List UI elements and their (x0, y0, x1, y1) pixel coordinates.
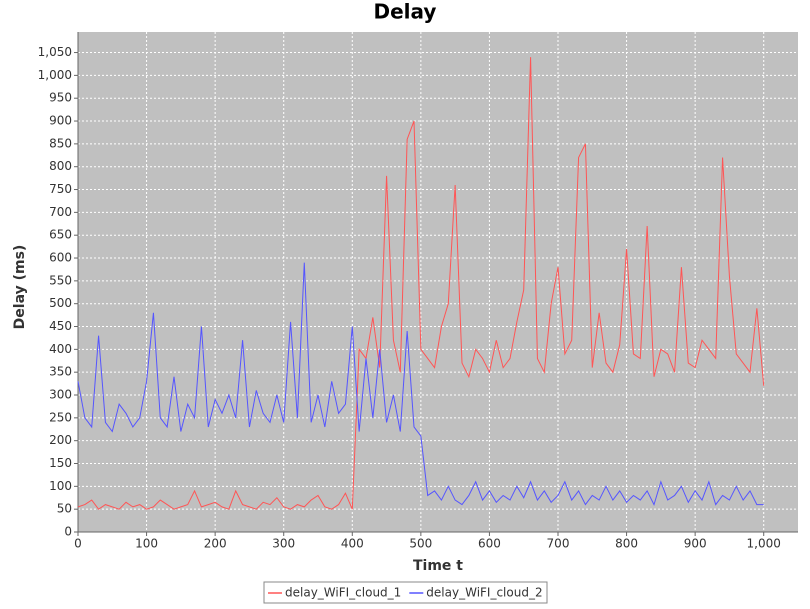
x-tick-label: 500 (409, 537, 432, 551)
y-tick-label: 900 (49, 114, 72, 128)
y-tick-label: 300 (49, 388, 72, 402)
y-tick-label: 950 (49, 91, 72, 105)
y-tick-label: 250 (49, 410, 72, 424)
y-tick-label: 500 (49, 296, 72, 310)
x-tick-label: 700 (547, 537, 570, 551)
y-axis-label: Delay (ms) (12, 245, 28, 330)
y-tick-label: 550 (49, 273, 72, 287)
y-tick-label: 200 (49, 433, 72, 447)
x-tick-label: 900 (684, 537, 707, 551)
y-tick-label: 750 (49, 182, 72, 196)
x-tick-label: 600 (478, 537, 501, 551)
y-tick-label: 350 (49, 365, 72, 379)
legend (263, 581, 548, 604)
series-line (77, 57, 765, 510)
y-tick-label: 800 (49, 159, 72, 173)
y-tick-label: 150 (49, 456, 72, 470)
y-tick-label: 450 (49, 319, 72, 333)
y-tick-label: 700 (49, 205, 72, 219)
x-tick-label: 1,000 (747, 537, 781, 551)
x-tick-label: 300 (272, 537, 295, 551)
legend-label: delay_WiFI_cloud_1 (285, 586, 401, 600)
x-tick-label: 200 (204, 537, 227, 551)
x-axis-label: Time t (413, 558, 463, 574)
x-tick-label: 0 (74, 537, 82, 551)
chart-title: Delay (374, 0, 437, 24)
y-tick-label: 1,000 (38, 68, 72, 82)
y-tick-label: 400 (49, 342, 72, 356)
series-line (77, 262, 764, 506)
y-tick-label: 0 (64, 525, 72, 539)
x-tick-label: 400 (341, 537, 364, 551)
x-tick-label: 800 (615, 537, 638, 551)
x-tick-label: 100 (135, 537, 158, 551)
legend-label: delay_WiFI_cloud_2 (426, 586, 542, 600)
y-tick-label: 100 (49, 479, 72, 493)
y-tick-label: 650 (49, 228, 72, 242)
y-tick-label: 50 (57, 502, 72, 516)
y-tick-label: 850 (49, 136, 72, 150)
y-tick-label: 1,050 (38, 45, 72, 59)
y-tick-label: 600 (49, 251, 72, 265)
plot-area (78, 32, 798, 532)
